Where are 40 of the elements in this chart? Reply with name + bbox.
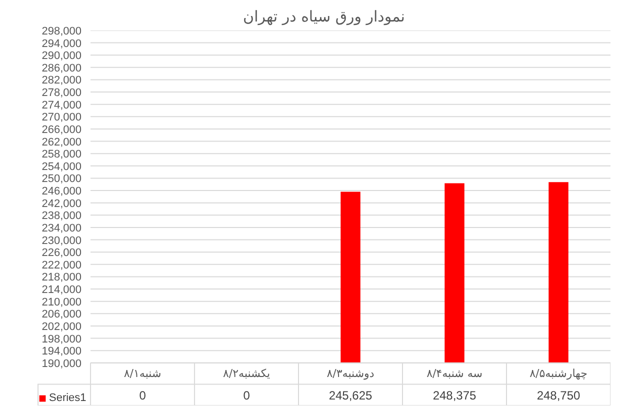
- y-tick-label: 218,000: [42, 272, 82, 284]
- y-tick-label: 262,000: [42, 136, 82, 148]
- y-tick-label: 226,000: [42, 247, 82, 260]
- legend-label: Series1: [49, 392, 86, 404]
- y-tick-label: 230,000: [42, 234, 82, 247]
- y-tick-label: 254,000: [42, 160, 82, 173]
- x-tick-label: شنبه۸/۱: [124, 367, 162, 380]
- y-tick-label: 274,000: [42, 99, 82, 112]
- y-tick-label: 266,000: [42, 124, 82, 136]
- x-tick-label: سه شنبه۸/۴: [426, 367, 482, 380]
- y-tick-label: 202,000: [42, 320, 82, 333]
- y-tick-label: 290,000: [42, 50, 82, 62]
- y-tick-label: 246,000: [42, 186, 82, 198]
- y-tick-label: 190,000: [42, 358, 82, 370]
- data-label: 248,375: [432, 388, 477, 402]
- y-tick-label: 194,000: [42, 346, 82, 358]
- y-tick-label: 250,000: [42, 173, 82, 186]
- x-tick-label: دوشنبه۸/۳: [326, 367, 374, 380]
- y-tick-label: 210,000: [42, 296, 82, 308]
- y-tick-label: 270,000: [42, 112, 82, 124]
- y-tick-label: 298,000: [42, 26, 82, 38]
- y-tick-label: 214,000: [42, 284, 82, 296]
- x-tick-label: یکشنبه۸/۲: [223, 367, 270, 380]
- y-tick-label: 282,000: [42, 74, 82, 87]
- y-tick-label: 278,000: [42, 87, 82, 100]
- y-tick-label: 286,000: [42, 62, 82, 74]
- y-tick-label: 294,000: [42, 38, 82, 50]
- y-tick-label: 206,000: [42, 308, 82, 321]
- text: 0: [139, 388, 146, 402]
- y-tick-label: 238,000: [42, 210, 82, 222]
- data-label: 245,625: [328, 388, 373, 402]
- y-tick-label: 258,000: [42, 148, 82, 161]
- y-tick-label: 222,000: [42, 259, 82, 272]
- y-tick-label: 234,000: [42, 222, 82, 234]
- data-label: 248,750: [536, 388, 581, 402]
- x-tick-label: چهارشنبه۸/۵: [530, 367, 588, 380]
- y-tick-label: 242,000: [42, 198, 82, 210]
- text: 0: [243, 388, 250, 402]
- chart-title: نمودار ورق سیاه در تهران: [243, 8, 405, 26]
- y-tick-label: 198,000: [42, 333, 82, 346]
